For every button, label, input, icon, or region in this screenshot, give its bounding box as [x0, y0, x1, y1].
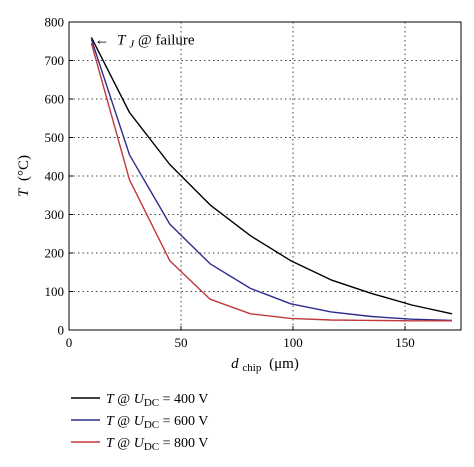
y-tick-label-1: 100: [45, 284, 65, 299]
x-tick-label-0: 0: [66, 335, 73, 350]
series-line-1: [90, 39, 453, 322]
y-tick-label-8: 800: [45, 15, 65, 30]
y-tick-label-3: 300: [45, 207, 65, 222]
annotation-sub: J: [129, 38, 135, 50]
annotation-var: T: [117, 32, 127, 48]
x-axis-label-var: d: [231, 356, 239, 372]
y-tick-label-7: 700: [45, 53, 65, 68]
annotation: ← T J @ failure: [94, 32, 195, 51]
legend: T @ UDC = 400 V T @ UDC = 600 V T @ UDC = …: [71, 392, 208, 453]
x-ticks: 0 50 100 150: [66, 326, 415, 350]
y-ticks: 0 100 200 300 400 500 600 700 800: [45, 15, 73, 338]
y-axis-label-var: T: [16, 187, 32, 197]
series-lines: [90, 37, 453, 322]
annotation-text: @ failure: [138, 32, 195, 48]
x-axis-label-sub: chip: [242, 362, 261, 374]
y-axis-label: T (°C): [16, 155, 32, 197]
legend-entry-1: T @ UDC = 600 V: [106, 414, 208, 431]
legend-entry-0: T @ UDC = 400 V: [106, 392, 208, 409]
y-tick-label-5: 500: [45, 130, 65, 145]
legend-entry-2: T @ UDC = 800 V: [106, 436, 208, 453]
x-axis-label: d chip (μm): [231, 356, 299, 375]
series-line-0: [90, 37, 453, 315]
x-tick-label-3: 150: [395, 335, 415, 350]
x-tick-label-1: 50: [175, 335, 188, 350]
y-axis-label-unit: (°C): [16, 155, 32, 181]
y-tick-label-4: 400: [45, 169, 65, 184]
x-tick-label-2: 100: [283, 335, 303, 350]
y-tick-label-2: 200: [45, 246, 65, 261]
annotation-arrow: ←: [94, 32, 109, 48]
x-axis-label-unit: (μm): [269, 356, 299, 372]
y-tick-label-6: 600: [45, 92, 65, 107]
series-line-2: [90, 43, 452, 322]
y-tick-label-0: 0: [58, 323, 65, 338]
